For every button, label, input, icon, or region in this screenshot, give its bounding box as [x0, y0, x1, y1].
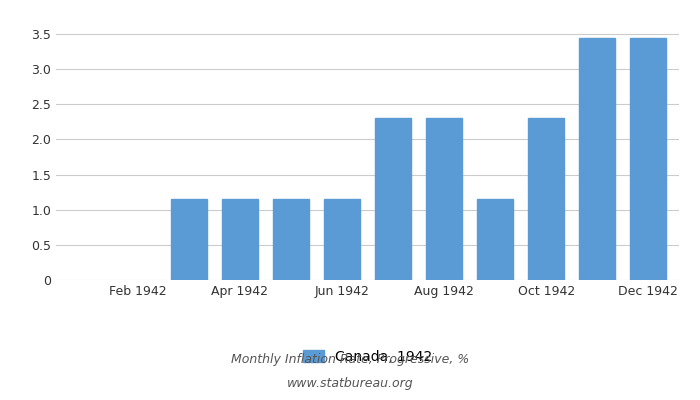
- Legend: Canada, 1942: Canada, 1942: [298, 344, 438, 369]
- Text: Monthly Inflation Rate, Progressive, %: Monthly Inflation Rate, Progressive, %: [231, 354, 469, 366]
- Bar: [426, 118, 462, 280]
- Text: www.statbureau.org: www.statbureau.org: [287, 378, 413, 390]
- Bar: [222, 199, 258, 280]
- Bar: [477, 199, 513, 280]
- Bar: [631, 38, 666, 280]
- Bar: [580, 38, 615, 280]
- Bar: [528, 118, 564, 280]
- Bar: [324, 199, 360, 280]
- Bar: [171, 199, 206, 280]
- Bar: [273, 199, 309, 280]
- Bar: [375, 118, 411, 280]
